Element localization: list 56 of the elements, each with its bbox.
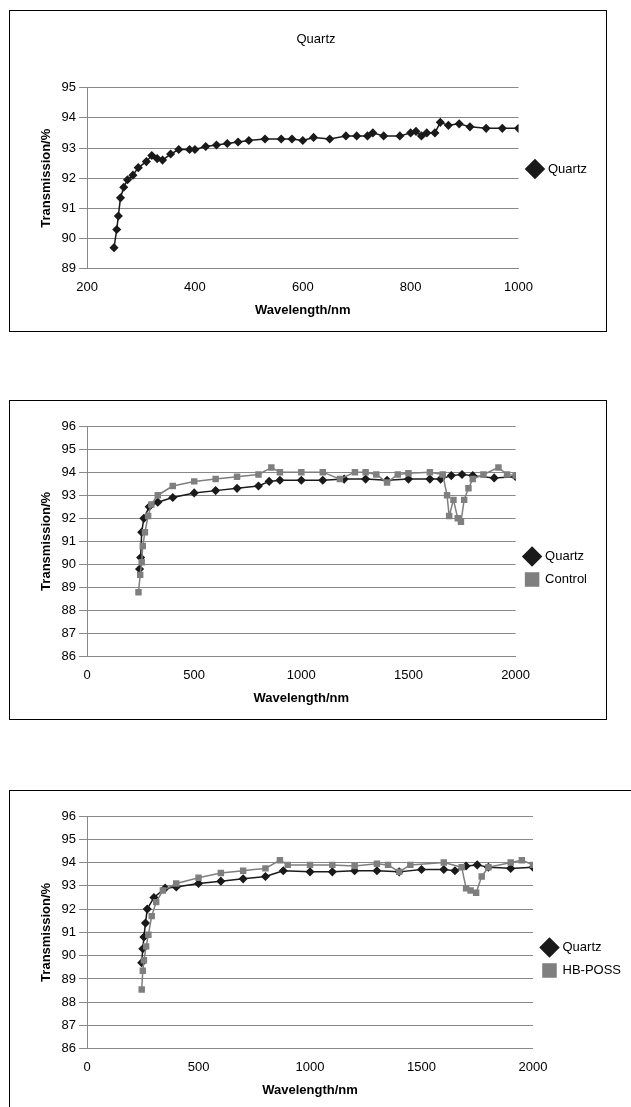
y-tick-label: 91 — [61, 532, 77, 548]
x-axis-title: Wavelength/nm — [262, 1081, 358, 1097]
y-tick-label: 96 — [61, 417, 77, 433]
y-tick-label: 90 — [61, 947, 77, 963]
x-tick-label: 1500 — [407, 1059, 436, 1075]
y-tick-label: 88 — [61, 993, 77, 1009]
y-tick-label: 92 — [61, 900, 77, 916]
x-tick-label: 0 — [83, 1059, 91, 1075]
x-tick-label: 1000 — [295, 1059, 325, 1075]
y-axis-title: Transmission/% — [38, 491, 54, 591]
x-tick-label: 200 — [76, 279, 98, 295]
x-tick-label: 1000 — [504, 279, 533, 295]
y-tick-label: 86 — [61, 648, 77, 664]
y-tick-label: 90 — [61, 230, 77, 246]
y-tick-label: 86 — [61, 1040, 77, 1056]
legend-label: Control — [545, 571, 588, 587]
x-tick-label: 2000 — [518, 1059, 548, 1075]
x-tick-label: 800 — [399, 279, 422, 295]
x-axis-title: Wavelength/nm — [253, 689, 350, 705]
y-tick-label: 89 — [61, 260, 77, 276]
y-tick-label: 90 — [61, 556, 77, 572]
x-tick-label: 500 — [187, 1059, 210, 1075]
x-tick-label: 1000 — [286, 667, 316, 683]
x-tick-label: 400 — [184, 279, 206, 295]
x-tick-label: 0 — [83, 667, 91, 683]
y-tick-label: 93 — [61, 486, 77, 502]
y-tick-label: 95 — [61, 830, 77, 846]
y-tick-label: 91 — [61, 199, 77, 215]
legend-label: Quartz — [547, 160, 587, 176]
y-tick-label: 94 — [61, 463, 77, 479]
y-tick-label: 92 — [61, 169, 77, 185]
x-axis-title: Wavelength/nm — [254, 301, 351, 317]
x-tick-label: 1500 — [394, 667, 423, 683]
x-tick-label: 2000 — [501, 667, 531, 683]
chart-title: Quartz — [296, 31, 336, 47]
y-tick-label: 92 — [61, 509, 77, 525]
x-tick-label: 600 — [291, 279, 314, 295]
y-tick-label: 87 — [61, 625, 77, 641]
legend-label: Quartz — [545, 548, 585, 564]
y-tick-label: 95 — [61, 79, 77, 95]
y-tick-label: 93 — [61, 139, 77, 155]
x-tick-label: 500 — [183, 667, 206, 683]
y-tick-label: 89 — [61, 579, 77, 595]
legend-label: Quartz — [562, 939, 602, 955]
y-tick-label: 88 — [61, 602, 77, 618]
y-tick-label: 95 — [61, 440, 77, 456]
y-tick-label: 94 — [61, 854, 77, 870]
y-tick-label: 96 — [61, 807, 77, 823]
y-tick-label: 87 — [61, 1017, 77, 1033]
y-tick-label: 91 — [61, 923, 77, 939]
y-tick-label: 94 — [61, 109, 77, 125]
y-axis-title: Transmission/% — [38, 882, 54, 982]
legend-label: HB-POSS — [562, 962, 622, 978]
y-tick-label: 93 — [61, 877, 77, 893]
y-tick-label: 89 — [61, 970, 77, 986]
y-axis-title: Transmission/% — [38, 128, 54, 228]
